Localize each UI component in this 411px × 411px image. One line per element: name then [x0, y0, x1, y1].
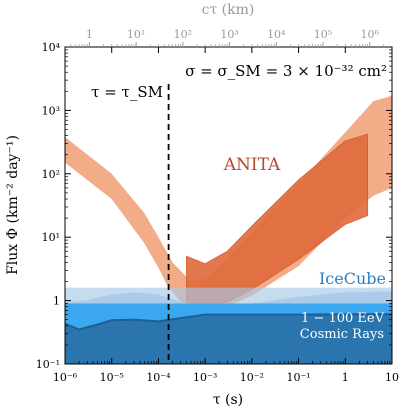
- bottom-x-axis: 10⁻⁶ 10⁻⁵ 10⁻⁴ 10⁻³ 10⁻² 10⁻¹ 1 10: [53, 47, 399, 384]
- y-tick-label: 10⁻¹: [36, 358, 60, 371]
- top-tick-label: 10²: [174, 28, 192, 41]
- tau-sm-annotation: τ = τ_SM: [91, 83, 163, 101]
- icecube-label: IceCube: [319, 269, 386, 288]
- cosmic-rays-label-line1: 1 − 100 EeV: [301, 311, 385, 326]
- y-tick-label: 1: [53, 295, 60, 308]
- cross-section-annotation: σ = σ_SM = 3 × 10⁻³² cm²: [185, 62, 387, 80]
- top-tick-label: 10³: [220, 28, 238, 41]
- y-axis-label: Flux Φ (km⁻² day⁻¹): [5, 135, 21, 275]
- cosmic-rays-label-line2: Cosmic Rays: [300, 327, 384, 342]
- y-tick-label: 10³: [42, 104, 60, 117]
- top-x-axis: 1 10¹ 10² 10³ 10⁴ 10⁵ 10⁶: [70, 28, 385, 47]
- x-tick-label: 10: [385, 371, 399, 384]
- x-tick-label: 10⁻³: [193, 371, 217, 384]
- x-axis-label: τ (s): [213, 392, 243, 408]
- top-tick-label: 10⁴: [267, 28, 286, 41]
- x-tick-label: 10⁻⁶: [53, 371, 78, 384]
- top-x-axis-label: cτ (km): [202, 2, 255, 18]
- y-tick-label: 10⁴: [42, 41, 61, 54]
- data-layer: [65, 95, 392, 364]
- left-y-axis: 10⁻¹ 1 10¹ 10² 10³ 10⁴: [36, 41, 392, 371]
- x-tick-label: 10⁻¹: [286, 371, 310, 384]
- y-tick-label: 10²: [42, 168, 60, 181]
- top-tick-label: 10¹: [127, 28, 145, 41]
- x-tick-label: 10⁻⁵: [100, 371, 124, 384]
- top-tick-label: 10⁵: [314, 28, 332, 41]
- series-1-100-eev-cosmic-rays-lower-line: [65, 313, 392, 331]
- x-tick-label: 10⁻²: [240, 371, 264, 384]
- top-tick-label: 10⁶: [361, 28, 380, 41]
- x-tick-label: 10⁻⁴: [146, 371, 171, 384]
- plot-frame: [64, 46, 393, 365]
- top-tick-label: 1: [86, 28, 93, 41]
- x-tick-label: 1: [342, 371, 349, 384]
- y-tick-label: 10¹: [42, 231, 60, 244]
- series-1-100-eev-cosmic-rays-lower-band: [65, 314, 392, 364]
- anita-label: ANITA: [223, 155, 281, 175]
